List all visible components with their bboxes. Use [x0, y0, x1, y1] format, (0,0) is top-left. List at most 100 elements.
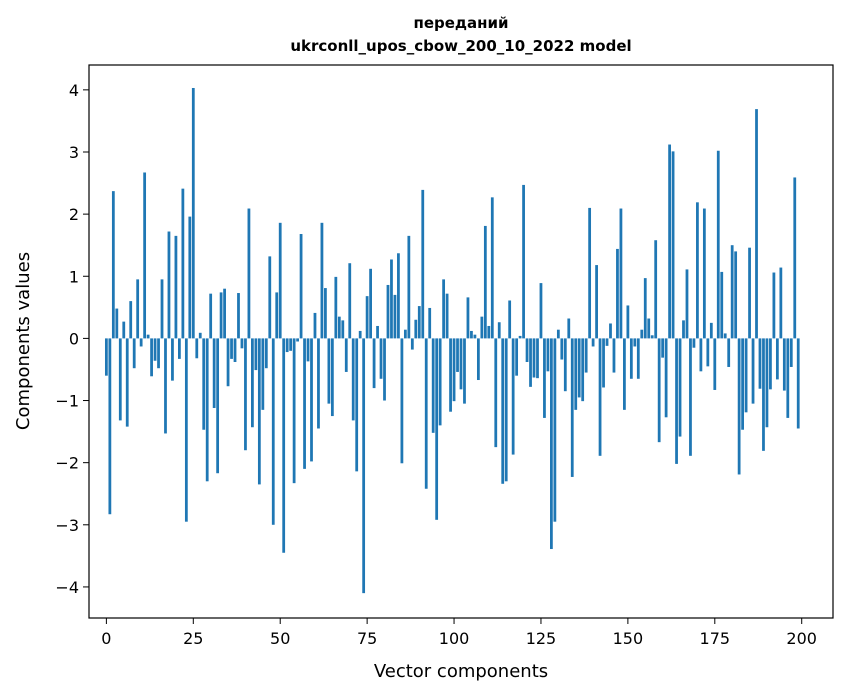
bar-10: [139, 338, 143, 347]
bar-116: [508, 300, 512, 339]
bar-73: [358, 330, 362, 339]
bar-11: [143, 172, 147, 339]
bar-119: [518, 335, 522, 339]
bar-196: [786, 338, 790, 418]
bar-148: [619, 208, 623, 339]
bar-6: [125, 338, 129, 427]
bar-109: [483, 225, 487, 339]
bar-32: [216, 338, 220, 474]
bar-137: [581, 338, 585, 402]
bar-140: [591, 338, 595, 347]
bar-59: [310, 338, 313, 462]
bar-117: [511, 338, 515, 455]
y-axis-label: Components values: [13, 252, 34, 430]
bar-177: [720, 271, 724, 339]
bar-64: [327, 338, 331, 404]
bar-40: [244, 338, 247, 451]
bar-156: [647, 318, 651, 339]
bar-198: [793, 177, 797, 339]
bar-74: [362, 338, 366, 594]
bar-123: [532, 338, 536, 378]
bar-27: [198, 332, 202, 339]
bar-5: [122, 321, 126, 339]
bar-94: [431, 338, 435, 433]
bar-85: [400, 338, 404, 464]
bar-159: [657, 338, 661, 443]
bar-180: [730, 245, 734, 339]
y-tick-label: 1: [69, 267, 79, 286]
bar-124: [536, 338, 539, 379]
bar-55: [296, 338, 299, 342]
bar-187: [755, 109, 758, 339]
bar-70: [348, 263, 352, 339]
y-tick-label: 3: [69, 143, 79, 162]
bar-87: [407, 235, 411, 339]
bar-122: [529, 338, 532, 387]
x-tick-label: 25: [183, 629, 203, 648]
bar-50: [278, 222, 282, 339]
bar-83: [393, 294, 397, 339]
bar-92: [424, 338, 428, 489]
bar-4: [118, 338, 122, 421]
bar-130: [556, 329, 560, 339]
bar-77: [372, 338, 376, 389]
bar-57: [303, 338, 306, 469]
bar-66: [334, 276, 338, 339]
bar-80: [383, 338, 386, 401]
bar-191: [769, 338, 772, 390]
bar-132: [563, 338, 567, 392]
bar-162: [668, 144, 671, 339]
bar-29: [205, 338, 209, 482]
bar-17: [164, 338, 167, 434]
bar-170: [696, 202, 699, 339]
bar-163: [671, 151, 675, 339]
bar-192: [772, 272, 776, 339]
bar-101: [456, 338, 459, 372]
bar-143: [602, 338, 605, 388]
bar-129: [553, 338, 557, 522]
bar-185: [748, 247, 751, 339]
x-tick-label: 0: [101, 629, 111, 648]
bar-71: [351, 338, 355, 421]
bar-147: [616, 248, 619, 339]
bar-114: [501, 338, 505, 484]
bar-157: [650, 335, 654, 339]
bar-166: [682, 320, 685, 339]
bar-165: [678, 338, 682, 437]
bar-144: [605, 338, 609, 346]
bar-7: [129, 301, 133, 339]
bar-128: [550, 338, 553, 550]
bar-9: [136, 279, 140, 339]
bar-178: [723, 333, 727, 339]
bar-49: [275, 292, 279, 339]
bar-174: [709, 322, 713, 339]
bar-118: [515, 338, 519, 376]
bar-1: [108, 338, 112, 515]
bar-88: [410, 338, 414, 350]
y-tick-label: 2: [69, 205, 79, 224]
bar-139: [588, 207, 592, 339]
bar-179: [727, 338, 731, 367]
bar-41: [247, 208, 251, 339]
bar-113: [497, 322, 501, 339]
bar-135: [574, 338, 578, 410]
y-tick-label: 4: [69, 81, 79, 100]
bar-150: [626, 305, 630, 339]
x-tick-label: 175: [700, 629, 731, 648]
bar-96: [438, 338, 442, 426]
bar-104: [466, 297, 470, 339]
bar-21: [178, 338, 181, 359]
bar-42: [251, 338, 254, 428]
bar-134: [570, 338, 574, 477]
bar-175: [713, 338, 717, 390]
bar-24: [188, 216, 192, 339]
x-tick-label: 200: [786, 629, 817, 648]
bar-121: [525, 338, 529, 362]
bar-39: [240, 338, 244, 349]
bar-46: [264, 338, 268, 369]
bar-45: [261, 338, 265, 410]
x-tick-label: 50: [270, 629, 290, 648]
bar-20: [174, 235, 178, 339]
